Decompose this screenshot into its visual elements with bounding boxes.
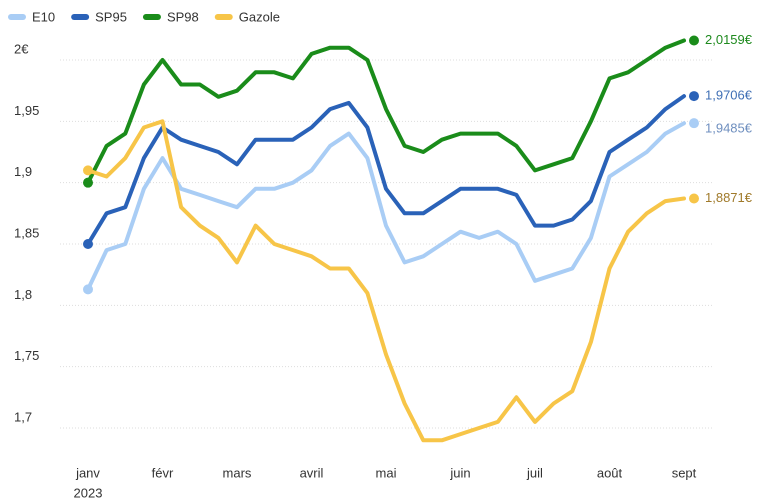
start-dot [83,165,93,176]
legend-label: E10 [32,9,55,24]
legend-swatch [8,14,26,20]
end-dot [689,193,699,204]
end-dot [689,35,699,46]
x-tick-label: août [597,465,623,480]
x-tick-label: juil [526,465,543,480]
x-tick-label: juin [449,465,470,480]
legend-label: SP98 [167,9,199,24]
end-label: 1,9485€ [705,121,753,136]
legend-swatch [142,14,161,20]
y-tick-label: 1,95 [14,103,39,118]
y-tick-label: 2€ [14,41,29,56]
start-dot [83,284,93,295]
legend-swatch [214,14,233,20]
end-label: 1,9706€ [705,88,753,103]
x-tick-label: janv [75,465,100,480]
end-label: 2,0159€ [705,32,753,47]
x-tick-label: févr [152,465,174,480]
start-dot [83,239,93,249]
end-dot [689,91,699,102]
legend-label: SP95 [95,9,127,24]
end-dot [689,118,699,129]
x-tick-label: mai [376,465,397,480]
x-tick-label: sept [672,465,697,480]
y-tick-label: 1,9 [14,164,32,179]
x-year-label: 2023 [74,485,103,500]
y-tick-label: 1,8 [14,287,32,302]
series-line [86,38,686,185]
legend-label: Gazole [239,9,280,24]
series-line [86,119,686,443]
y-tick-label: 1,85 [14,225,39,240]
y-tick-label: 1,7 [14,409,32,424]
legend-swatch [71,14,90,20]
x-tick-label: mars [223,465,252,480]
series-line [86,121,686,292]
start-dot [83,177,93,188]
x-tick-label: avril [300,465,324,480]
end-label: 1,8871€ [705,190,753,205]
y-tick-label: 1,75 [14,348,39,363]
series-line [86,94,686,246]
